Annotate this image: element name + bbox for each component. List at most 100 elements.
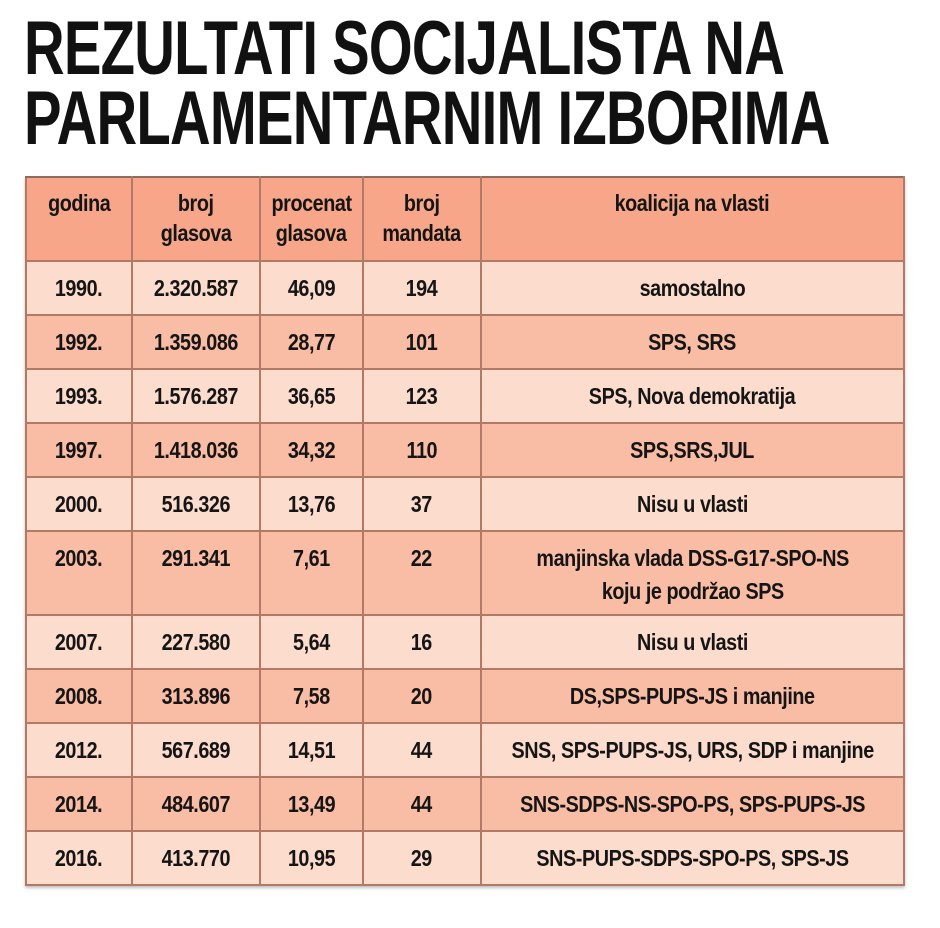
cell-text: Nisu u vlasti xyxy=(636,628,748,655)
cell-year: 2007. xyxy=(25,614,133,670)
cell-text: 1.576.287 xyxy=(153,382,239,409)
cell-percent: 13,49 xyxy=(259,776,364,832)
cell-text: 2000. xyxy=(55,490,103,517)
cell-text: SNS-PUPS-SDPS-SPO-PS, SPS-JS xyxy=(536,844,849,871)
cell-text: 2008. xyxy=(55,682,103,709)
column-header-percent: procenat glasova xyxy=(259,176,364,262)
cell-text: 567.689 xyxy=(161,736,231,763)
cell-year: 1997. xyxy=(25,422,133,478)
cell-percent: 28,77 xyxy=(259,314,364,370)
cell-percent: 7,58 xyxy=(259,668,364,724)
column-header-text: procenat xyxy=(271,190,352,216)
table-row: 1992. 1.359.086 28,77 101 SPS, SRS xyxy=(25,314,906,370)
cell-text: 28,77 xyxy=(287,328,336,355)
title-line-1: REZULTATI SOCIJALISTA NA xyxy=(24,6,785,91)
cell-year: 1992. xyxy=(25,314,133,370)
cell-text: 5,64 xyxy=(292,628,330,655)
cell-text: 22 xyxy=(411,545,433,571)
cell-text: 34,32 xyxy=(287,436,336,463)
cell-coalition: SPS, SRS xyxy=(479,314,906,370)
column-header-text: mandata xyxy=(382,220,461,246)
cell-text: 413.770 xyxy=(161,844,231,871)
cell-text: manjinska vlada DSS-G17-SPO-NS xyxy=(536,545,849,571)
cell-percent: 36,65 xyxy=(259,368,364,424)
cell-votes: 291.341 xyxy=(130,530,262,616)
cell-text: 2007. xyxy=(55,628,103,655)
table-row: 1990. 2.320.587 46,09 194 samostalno xyxy=(25,260,906,316)
cell-text: 44 xyxy=(411,736,433,763)
cell-coalition: samostalno xyxy=(479,260,906,316)
cell-text: DS,SPS-PUPS-JS i manjine xyxy=(569,682,815,709)
cell-coalition: DS,SPS-PUPS-JS i manjine xyxy=(479,668,906,724)
cell-percent: 10,95 xyxy=(259,830,364,886)
cell-text: 291.341 xyxy=(161,545,231,571)
cell-votes: 313.896 xyxy=(130,668,262,724)
cell-text: 1990. xyxy=(55,274,103,301)
cell-text: SNS-SDPS-NS-SPO-PS, SPS-PUPS-JS xyxy=(519,790,865,817)
cell-text: 194 xyxy=(405,274,438,301)
cell-text: SNS, SPS-PUPS-JS, URS, SDP i manjine xyxy=(511,736,874,763)
table-row: 2014. 484.607 13,49 44 SNS-SDPS-NS-SPO-PS, S… xyxy=(25,776,906,832)
cell-text: koju je podržao SPS xyxy=(601,578,784,604)
cell-percent: 5,64 xyxy=(259,614,364,670)
cell-text: 1.418.036 xyxy=(153,436,239,463)
cell-text: 123 xyxy=(405,382,438,409)
cell-text: Nisu u vlasti xyxy=(636,490,748,517)
cell-votes: 1.418.036 xyxy=(130,422,262,478)
cell-seats: 110 xyxy=(361,422,482,478)
cell-percent: 46,09 xyxy=(259,260,364,316)
cell-text: 13,49 xyxy=(287,790,336,817)
cell-coalition: SNS, SPS-PUPS-JS, URS, SDP i manjine xyxy=(479,722,906,778)
cell-text: 484.607 xyxy=(161,790,231,817)
table-row: 2007. 227.580 5,64 16 Nisu u vlasti xyxy=(25,614,906,670)
cell-seats: 123 xyxy=(361,368,482,424)
cell-votes: 227.580 xyxy=(130,614,262,670)
cell-coalition: Nisu u vlasti xyxy=(479,476,906,532)
table-row: 2003. 291.341 7,61 22 manjinska vlada DSS-G1… xyxy=(25,530,906,616)
column-header-text: broj xyxy=(403,190,440,216)
cell-text: 1.359.086 xyxy=(153,328,239,355)
column-header-votes: broj glasova xyxy=(130,176,262,262)
cell-text: SPS, SRS xyxy=(648,328,737,355)
table-row: 2000. 516.326 13,76 37 Nisu u vlasti xyxy=(25,476,906,532)
cell-text: 20 xyxy=(411,682,433,709)
cell-text: 44 xyxy=(411,790,433,817)
cell-seats: 22 xyxy=(361,530,482,616)
title-line-2: PARLAMENTARNIM IZBORIMA xyxy=(24,76,830,161)
cell-text: 2.320.587 xyxy=(153,274,239,301)
cell-text: 37 xyxy=(411,490,433,517)
column-header-text: godina xyxy=(47,190,111,216)
cell-seats: 101 xyxy=(361,314,482,370)
cell-coalition: manjinska vlada DSS-G17-SPO-NS koju je po… xyxy=(479,530,906,616)
column-header-text: broj xyxy=(178,190,214,216)
cell-text: 1992. xyxy=(55,328,103,355)
column-header-text: glasova xyxy=(275,220,347,246)
cell-text: 2014. xyxy=(55,790,103,817)
cell-text: 1997. xyxy=(55,436,103,463)
cell-text: 7,61 xyxy=(292,545,330,571)
column-header-text: koalicija na vlasti xyxy=(615,190,770,216)
cell-text: 14,51 xyxy=(287,736,336,763)
cell-percent: 13,76 xyxy=(259,476,364,532)
cell-text: 7,58 xyxy=(292,682,330,709)
cell-year: 2016. xyxy=(25,830,133,886)
cell-text: 110 xyxy=(406,436,437,463)
cell-text: SPS, Nova demokratija xyxy=(589,382,796,409)
cell-text: SPS,SRS,JUL xyxy=(630,436,755,463)
column-header-coalition: koalicija na vlasti xyxy=(479,176,906,262)
cell-text: 46,09 xyxy=(287,274,336,301)
cell-text: 29 xyxy=(411,844,433,871)
column-header-text: glasova xyxy=(160,220,232,246)
cell-votes: 484.607 xyxy=(130,776,262,832)
cell-seats: 44 xyxy=(361,776,482,832)
cell-text: 2003. xyxy=(55,545,103,571)
cell-votes: 1.576.287 xyxy=(130,368,262,424)
cell-year: 2012. xyxy=(25,722,133,778)
cell-percent: 7,61 xyxy=(259,530,364,616)
cell-text: 2012. xyxy=(55,736,103,763)
page-title: REZULTATI SOCIJALISTA NA PARLAMENTARNIM … xyxy=(24,6,830,161)
cell-votes: 413.770 xyxy=(130,830,262,886)
cell-votes: 1.359.086 xyxy=(130,314,262,370)
cell-seats: 37 xyxy=(361,476,482,532)
cell-seats: 194 xyxy=(361,260,482,316)
